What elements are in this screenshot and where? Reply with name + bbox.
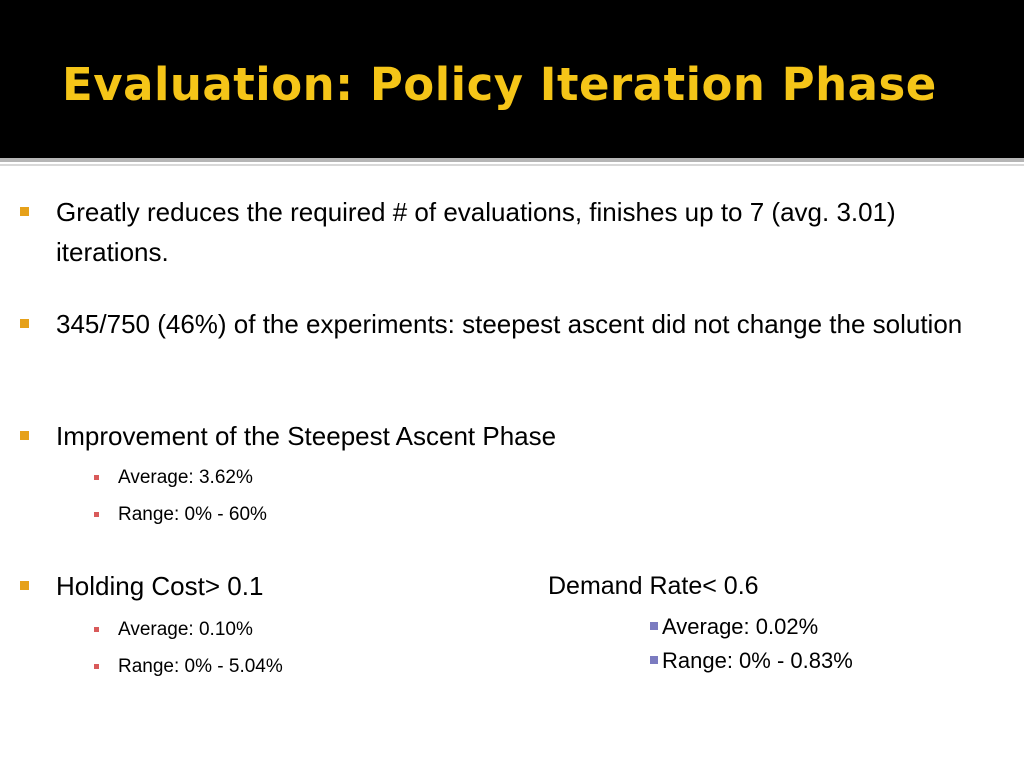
bullet-experiments: 345/750 (46%) of the experiments: steepe…: [20, 304, 986, 344]
square-bullet-icon: [650, 656, 658, 664]
title-divider: [0, 158, 1024, 164]
demand-sub-range: Range: 0% - 0.83%: [650, 648, 853, 674]
sub-bullet-average: Average: 3.62%: [94, 466, 253, 490]
bullet-holding-cost: Holding Cost> 0.1: [20, 566, 476, 606]
demand-sub-average: Average: 0.02%: [650, 614, 818, 640]
bullet-marker: [20, 207, 29, 216]
sub-bullet-range: Range: 0% - 5.04%: [94, 655, 283, 679]
sub-bullet-marker: [94, 627, 99, 632]
bullet-evaluations: Greatly reduces the required # of evalua…: [20, 192, 976, 272]
square-bullet-icon: [650, 622, 658, 630]
bullet-marker: [20, 581, 29, 590]
bullet-marker: [20, 431, 29, 440]
title-bar: Evaluation: Policy Iteration Phase: [0, 0, 1024, 158]
slide-title: Evaluation: Policy Iteration Phase: [62, 58, 937, 111]
title-divider-shadow: [0, 164, 1024, 166]
sub-bullet-marker: [94, 664, 99, 669]
bullet-improvement: Improvement of the Steepest Ascent Phase: [20, 416, 956, 456]
sub-bullet-marker: [94, 512, 99, 517]
demand-rate-heading: Demand Rate< 0.6: [548, 572, 759, 600]
sub-bullet-range: Range: 0% - 60%: [94, 503, 267, 527]
sub-bullet-average: Average: 0.10%: [94, 618, 253, 642]
bullet-marker: [20, 319, 29, 328]
sub-bullet-marker: [94, 475, 99, 480]
